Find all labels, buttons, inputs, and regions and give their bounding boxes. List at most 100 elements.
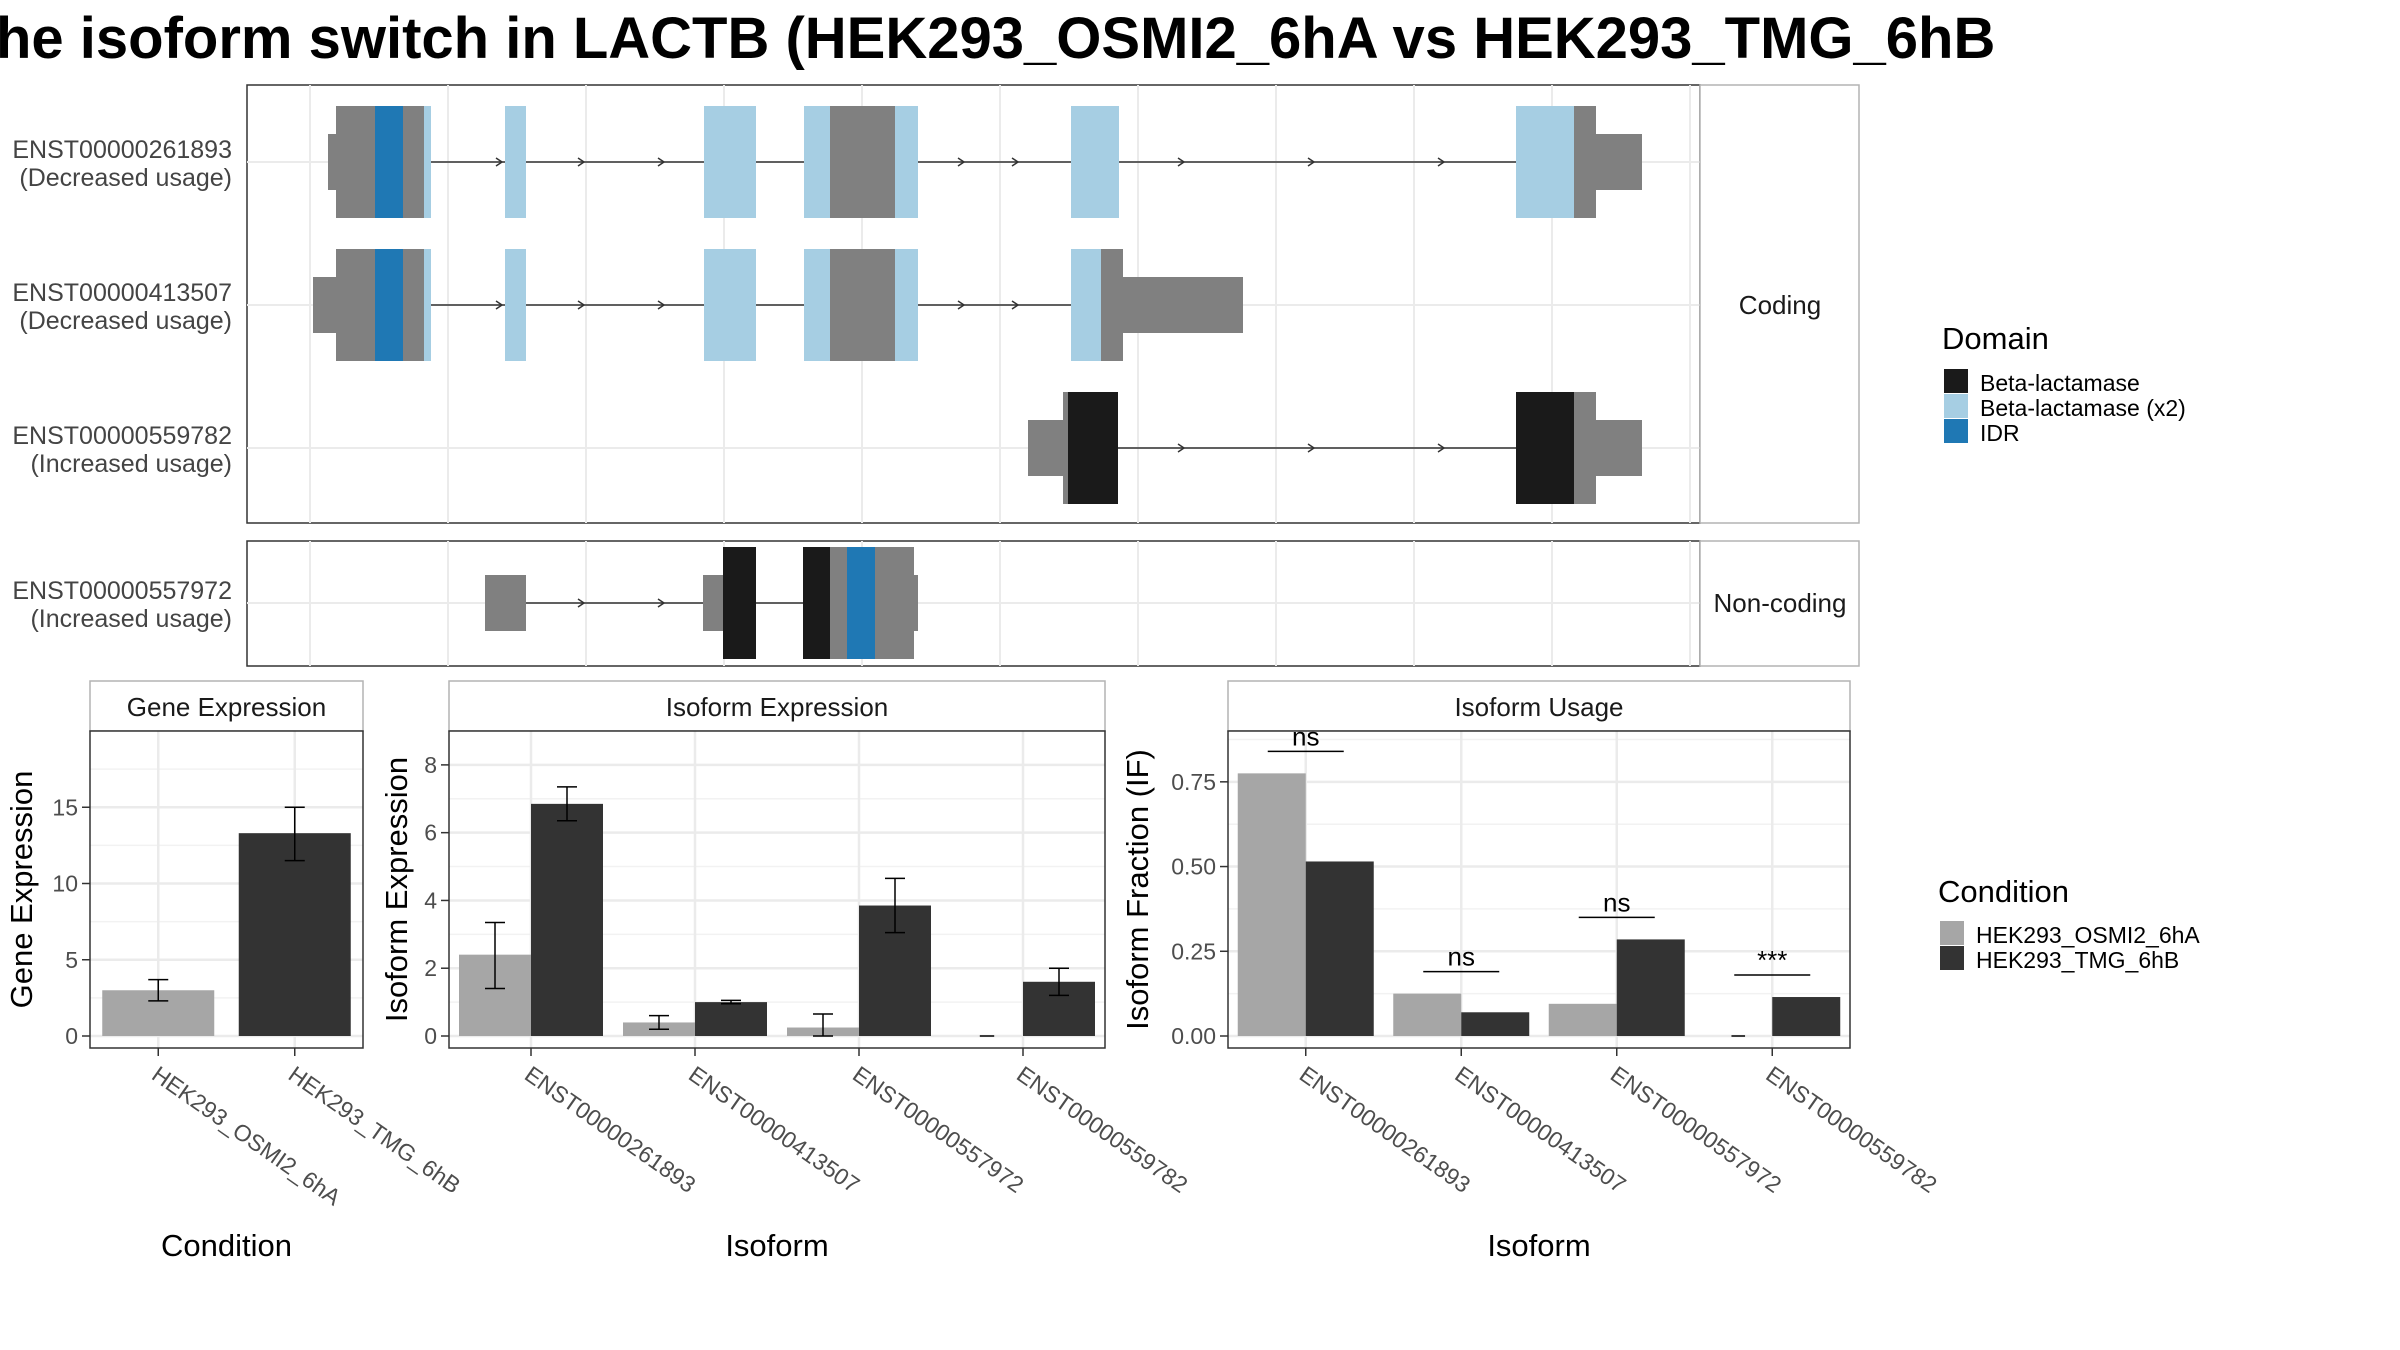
exon-non-domain bbox=[1574, 392, 1596, 504]
isoform-expression-error-bar bbox=[557, 786, 577, 822]
domain-beta-lactamase-x2 bbox=[505, 106, 526, 218]
exon-non-domain bbox=[1063, 392, 1068, 504]
gene-expression-y-tick-label: 15 bbox=[52, 794, 78, 820]
isoform-usage-x-tick-label: ENST00000413507 bbox=[1450, 1061, 1630, 1198]
domain-beta-lactamase-x2 bbox=[704, 106, 756, 218]
gene-expression-strip-title: Gene Expression bbox=[127, 692, 326, 722]
gene-expression-bar bbox=[238, 833, 351, 1036]
domain-legend-title: Domain bbox=[1942, 321, 2049, 356]
legend-label-condition-b: HEK293_TMG_6hB bbox=[1976, 947, 2179, 973]
isoform-expression-y-tick-label: 4 bbox=[424, 887, 437, 913]
isoform-expression-x-tick-label: ENST00000261893 bbox=[520, 1061, 700, 1198]
isoform-usage-strip bbox=[1227, 680, 1851, 732]
exon-non-domain bbox=[403, 249, 424, 361]
domain-beta-lactamase-x2 bbox=[1516, 106, 1574, 218]
transcript-track-557972 bbox=[485, 547, 918, 659]
intron-arrows bbox=[1177, 443, 1446, 453]
transcript-track-413507 bbox=[313, 249, 1243, 361]
isoform-expression-y-axis-title: Isoform Expression bbox=[379, 757, 414, 1022]
legend-label-beta-lactamase: Beta-lactamase bbox=[1980, 370, 2140, 396]
intron-arrows bbox=[577, 598, 666, 608]
gene-expression-y-tick-label: 0 bbox=[65, 1023, 78, 1049]
domain-beta-lactamase-x2 bbox=[895, 249, 918, 361]
transcript-track-261893 bbox=[328, 106, 1642, 218]
exon-non-domain bbox=[336, 106, 375, 218]
isoform-usage-significance-label: ns bbox=[1292, 721, 1319, 751]
figure-title: he isoform switch in LACTB (HEK293_OSMI2… bbox=[0, 6, 1995, 71]
gene-expression-x-axis-title: Condition bbox=[161, 1228, 292, 1263]
noncoding-strip bbox=[1699, 540, 1860, 667]
exon-utr bbox=[328, 134, 336, 190]
isoform-usage-bar bbox=[1305, 861, 1374, 1036]
gene-expression-y-tick-label: 10 bbox=[52, 871, 78, 897]
domain-beta-lactamase-x2 bbox=[505, 249, 526, 361]
isoform-usage-bar bbox=[1393, 993, 1462, 1036]
isoform-usage-x-axis-title: Isoform bbox=[1487, 1228, 1590, 1263]
domain-beta-lactamase bbox=[803, 547, 830, 659]
isoform-usage-bar bbox=[1461, 1012, 1530, 1036]
isoform-usage-x-tick-label: ENST00000261893 bbox=[1295, 1061, 1475, 1198]
legend-swatch-condition-a bbox=[1940, 921, 1964, 945]
exon-non-domain bbox=[336, 249, 375, 361]
gene-expression-y-tick-label: 5 bbox=[65, 947, 78, 973]
exon-utr bbox=[313, 277, 336, 333]
exon-utr bbox=[1028, 420, 1063, 476]
isoform-expression-chart: Isoform Expression02468ENST00000261893EN… bbox=[379, 680, 1193, 1263]
legend-swatch-beta-lactamase bbox=[1944, 369, 1968, 393]
isoform-expression-strip-title: Isoform Expression bbox=[666, 692, 889, 722]
legend-swatch-beta-lactamase-x2 bbox=[1944, 394, 1968, 418]
gene-expression-panel-border bbox=[89, 730, 364, 1049]
isoform-usage-y-tick-label: 0.25 bbox=[1171, 938, 1216, 964]
exon-non-domain bbox=[830, 106, 895, 218]
isoform-usage-y-tick-label: 0.50 bbox=[1171, 854, 1216, 880]
isoform-usage-y-tick-label: 0.00 bbox=[1171, 1023, 1216, 1049]
transcript-label: ENST00000557972 bbox=[12, 577, 232, 605]
exon-non-domain bbox=[1101, 249, 1123, 361]
gene-expression-strip bbox=[89, 680, 364, 732]
isoform-usage-bar bbox=[1548, 1003, 1617, 1036]
domain-beta-lactamase-x2 bbox=[704, 249, 756, 361]
exon-non-domain bbox=[1574, 106, 1596, 218]
domain-beta-lactamase-x2 bbox=[424, 106, 431, 218]
legend-label-idr: IDR bbox=[1980, 420, 2020, 446]
condition-legend: Condition HEK293_OSMI2_6hA HEK293_TMG_6h… bbox=[1938, 874, 2200, 973]
gene-expression-error-bar bbox=[148, 978, 169, 1002]
domain-legend: Domain Beta-lactamase Beta-lactamase (x2… bbox=[1942, 321, 2186, 446]
exon-utr bbox=[1596, 134, 1642, 190]
domain-beta-lactamase-x2 bbox=[804, 249, 830, 361]
isoform-expression-y-tick-label: 0 bbox=[424, 1023, 437, 1049]
exon-utr bbox=[1596, 420, 1642, 476]
gene-expression-chart: Gene Expression051015HEK293_OSMI2_6hAHEK… bbox=[4, 680, 465, 1263]
isoform-usage-bar bbox=[1616, 939, 1685, 1036]
isoform-expression-error-bar bbox=[649, 1014, 669, 1030]
intron-arrows bbox=[495, 300, 1020, 310]
isoform-usage-significance-label: *** bbox=[1757, 945, 1787, 975]
isoform-expression-y-tick-label: 8 bbox=[424, 752, 437, 778]
domain-beta-lactamase bbox=[1516, 392, 1574, 504]
isoform-expression-bar bbox=[695, 1002, 767, 1036]
domain-beta-lactamase bbox=[723, 547, 756, 659]
isoform-expression-y-tick-label: 2 bbox=[424, 955, 437, 981]
exon-utr bbox=[703, 575, 723, 631]
transcript-track-559782 bbox=[1028, 392, 1642, 504]
exon-non-domain bbox=[875, 547, 914, 659]
isoform-expression-panel-border bbox=[448, 730, 1106, 1049]
isoform-expression-error-bar bbox=[485, 921, 505, 990]
isoform-expression-x-tick-label: ENST00000559782 bbox=[1012, 1061, 1192, 1198]
isoform-expression-x-tick-label: ENST00000557972 bbox=[848, 1061, 1028, 1198]
legend-swatch-condition-b bbox=[1940, 946, 1964, 970]
exon-utr bbox=[1123, 277, 1243, 333]
isoform-usage-bar bbox=[1237, 773, 1306, 1036]
transcript-label: ENST00000559782 bbox=[12, 422, 232, 450]
isoform-expression-x-axis-title: Isoform bbox=[725, 1228, 828, 1263]
isoform-usage-x-tick-label: ENST00000559782 bbox=[1761, 1061, 1941, 1198]
gene-expression-y-axis-title: Gene Expression bbox=[4, 771, 39, 1009]
noncoding-strip-label: Non-coding bbox=[1714, 588, 1847, 618]
domain-beta-lactamase bbox=[1068, 392, 1118, 504]
gene-expression-error-bar bbox=[284, 806, 305, 862]
transcript-usage-label: (Increased usage) bbox=[30, 605, 232, 633]
isoform-expression-error-bar bbox=[885, 877, 905, 934]
legend-label-beta-lactamase-x2: Beta-lactamase (x2) bbox=[1980, 395, 2186, 421]
isoform-usage-significance-label: ns bbox=[1603, 887, 1630, 917]
